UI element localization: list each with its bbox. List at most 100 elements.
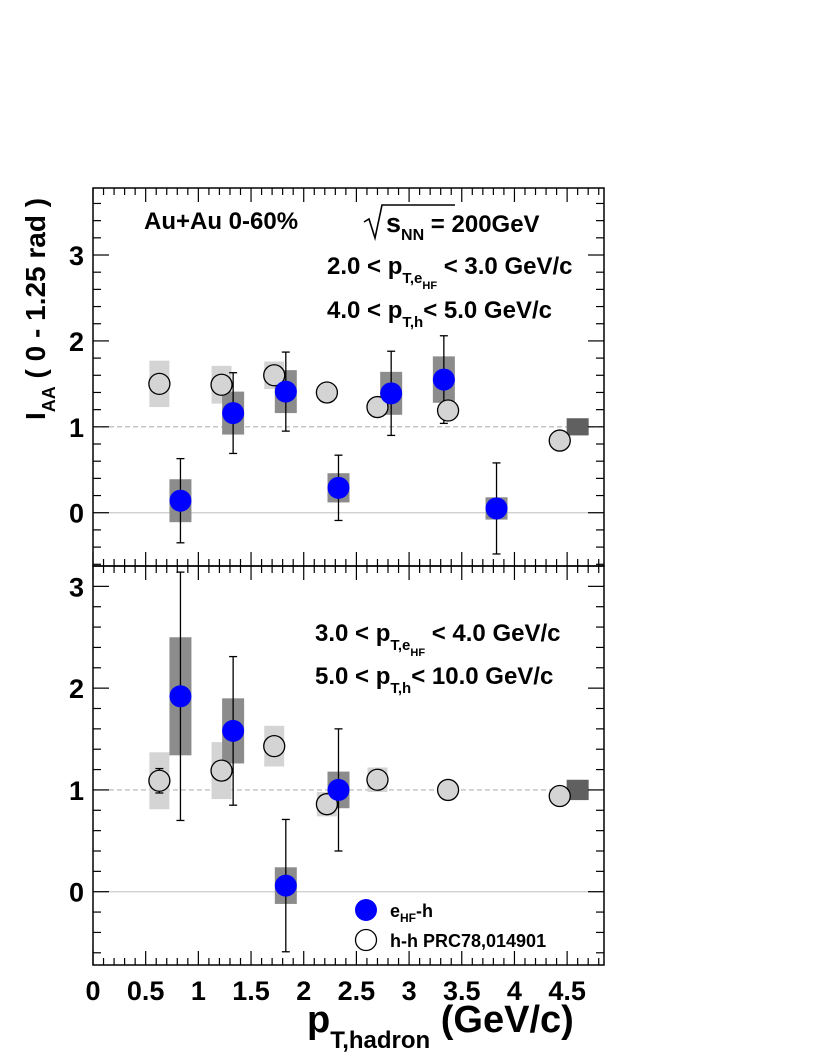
bottom-ehf-point-4 <box>327 778 350 801</box>
top-annotations: Au+Au 0-60% sNN = 200GeV 2.0 < pT,eHF < 3.… <box>144 204 572 331</box>
top-hadron-cut-prefix: 4.0 < p <box>327 297 402 324</box>
x-tick-label-8: 4 <box>507 976 522 1006</box>
bottom-hh-point-2 <box>210 759 233 782</box>
bottom-hadron-cut-subscript: T,h <box>390 680 411 697</box>
y-axis-title-main: I <box>20 412 51 420</box>
bottom-hadron-cut: 5.0 < pT,h< 10.0 GeV/c <box>315 663 553 697</box>
bottom-ehf-point-2 <box>222 719 245 742</box>
top-hh-point-3 <box>263 364 286 387</box>
top-hadron-cut: 4.0 < pT,h< 5.0 GeV/c <box>327 297 552 331</box>
top-ehf-point-1 <box>169 489 192 512</box>
top-y-tick-label-2: 2 <box>69 327 84 357</box>
top-ehf-point-5 <box>380 382 403 405</box>
x-axis-title-subscript: T,hadron <box>330 1027 430 1054</box>
legend-entry-1-subscript: HF <box>400 911 416 925</box>
top-hh-point-6 <box>436 399 460 422</box>
top-hadron-cut-subscript: T,h <box>402 314 423 331</box>
x-tick-label-5: 2.5 <box>338 976 376 1006</box>
top-hadron-cut-suffix: < 5.0 GeV/c <box>423 297 552 324</box>
x-tick-label-0: 0 <box>85 976 100 1006</box>
collision-system: Au+Au 0-60% <box>144 208 298 235</box>
bottom-annotations: 3.0 < pT,eHF < 4.0 GeV/c 5.0 < pT,h< 10.0… <box>315 620 560 697</box>
energy-symbol: s <box>386 208 401 238</box>
x-tick-label-4: 2 <box>296 976 311 1006</box>
bottom-reference-lines <box>93 789 604 893</box>
energy-value: = 200GeV <box>424 211 539 238</box>
bottom-axis-ticks <box>92 565 604 965</box>
x-tick-label-2: 1 <box>191 976 206 1006</box>
legend-marker-ehf <box>355 899 377 921</box>
top-hh-point-5 <box>366 395 389 419</box>
x-axis-title: pT,hadron (GeV/c) <box>307 999 574 1054</box>
bottom-y-tick-label-3: 3 <box>69 572 84 602</box>
y-axis-title-rest: ( 0 - 1.25 rad ) <box>20 198 51 386</box>
bottom-hh-point-7 <box>548 784 571 808</box>
top-hh-point-1 <box>148 372 171 396</box>
x-tick-label-9: 4.5 <box>548 976 586 1006</box>
legend-entry-1: eHF-h <box>390 901 433 925</box>
bottom-hh-point-6 <box>436 778 460 802</box>
bottom-hh-point-3 <box>263 735 286 758</box>
bottom-y-tick-label-1: 1 <box>69 776 84 806</box>
top-electron-cut-subscript: T,e <box>402 270 422 287</box>
bottom-y-tick-label-0: 0 <box>69 878 84 908</box>
collision-energy: sNN = 200GeV <box>386 208 540 244</box>
legend-entry-2-main: h-h PRC78,014901 <box>390 931 546 951</box>
energy-subscript: NN <box>401 227 424 244</box>
bottom-electron-cut-subscript: T,e <box>390 637 410 654</box>
x-tick-label-1: 0.5 <box>127 976 165 1006</box>
bottom-ehf-point-3 <box>274 874 297 897</box>
x-tick-label-6: 3 <box>402 976 417 1006</box>
top-electron-cut-prefix: 2.0 < p <box>327 253 402 280</box>
bottom-y-tick-labels: 0 1 2 3 <box>69 572 84 907</box>
top-axis-ticks <box>92 188 604 566</box>
axis-titles: pT,hadron (GeV/c) IAA ( 0 - 1.25 rad ) <box>20 198 574 1054</box>
bottom-hadron-cut-suffix: < 10.0 GeV/c <box>411 663 553 690</box>
sqrt-sign <box>363 204 455 242</box>
bottom-y-tick-label-2: 2 <box>69 674 84 704</box>
bottom-electron-cut: 3.0 < pT,eHF < 4.0 GeV/c <box>315 620 560 659</box>
top-ehf-point-6 <box>432 368 455 391</box>
top-y-tick-label-1: 1 <box>69 413 84 443</box>
bottom-normalization-box <box>566 779 589 801</box>
bottom-electron-cut-suffix: < 4.0 GeV/c <box>425 620 560 647</box>
bottom-hh-point-1 <box>148 769 171 792</box>
bottom-hh-point-5 <box>366 768 389 791</box>
x-tick-label-3: 1.5 <box>232 976 270 1006</box>
legend-entry-1-rest: -h <box>416 901 433 921</box>
top-y-tick-label-0: 0 <box>69 499 84 529</box>
x-axis-title-rest: (GeV/c) <box>430 999 574 1041</box>
legend-entry-1-main: e <box>390 901 400 921</box>
top-ehf-point-3 <box>274 380 297 403</box>
top-normalization-box <box>566 418 589 436</box>
top-y-tick-label-3: 3 <box>69 241 84 271</box>
top-ehf-point-4 <box>327 476 350 499</box>
top-electron-cut-sub-subscript: HF <box>422 280 437 292</box>
y-axis-title: IAA ( 0 - 1.25 rad ) <box>20 198 59 420</box>
bottom-hh-point-4 <box>315 793 339 816</box>
bottom-electron-cut-sub-subscript: HF <box>410 647 425 659</box>
legend-marker-hh <box>354 928 378 952</box>
x-axis-title-main: p <box>307 999 330 1041</box>
top-markers <box>148 364 571 520</box>
y-axis-title-subscript: AA <box>39 386 59 412</box>
top-electron-cut-suffix: < 3.0 GeV/c <box>437 253 572 280</box>
bottom-hadron-cut-prefix: 5.0 < p <box>315 663 390 690</box>
top-hh-point-2 <box>210 373 233 396</box>
x-tick-labels: 0 0.5 1 1.5 2 2.5 3 3.5 4 4.5 <box>85 976 585 1006</box>
top-panel: 0 1 2 3 Au+Au 0-60% sNN = 200GeV 2.0 < pT,eHF… <box>69 187 605 567</box>
bottom-electron-cut-prefix: 3.0 < p <box>315 620 390 647</box>
top-ehf-point-7 <box>485 497 508 520</box>
top-hh-point-7 <box>548 429 571 452</box>
top-electron-cut: 2.0 < pT,eHF < 3.0 GeV/c <box>327 253 572 292</box>
bottom-plot-frame <box>92 565 605 966</box>
top-hh-point-4 <box>315 381 339 404</box>
legend-entry-2: h-h PRC78,014901 <box>390 931 546 951</box>
top-y-tick-labels: 0 1 2 3 <box>69 241 84 529</box>
x-tick-label-7: 3.5 <box>443 976 481 1006</box>
top-ehf-point-2 <box>222 402 245 425</box>
legend: eHF-h h-h PRC78,014901 <box>354 899 546 952</box>
bottom-ehf-point-1 <box>169 685 192 708</box>
